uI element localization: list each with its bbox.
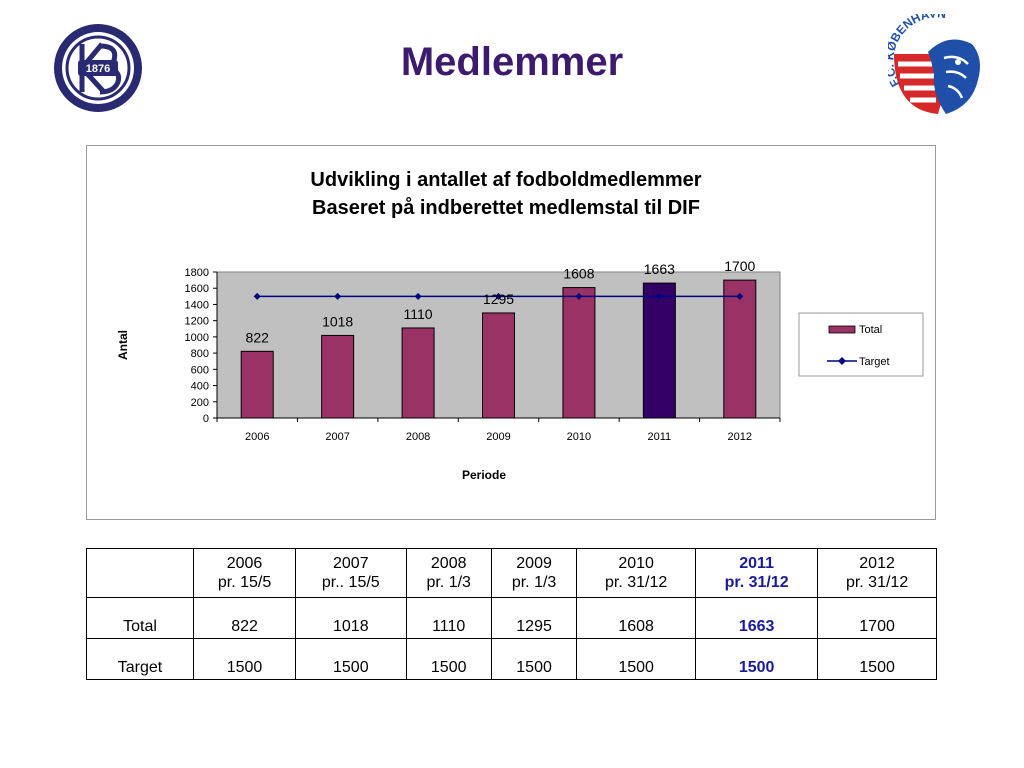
target-marker	[655, 292, 663, 300]
fck-club-logo: F.C. KØBENHAVN	[888, 14, 980, 114]
table-corner-cell	[86, 548, 194, 598]
chart-title: Udvikling i antallet af fodboldmedlemmer	[310, 169, 701, 191]
page-title: Medlemmer	[400, 40, 624, 84]
bar-value-label: 1700	[724, 258, 755, 274]
header-date: pr. 31/12	[724, 574, 789, 591]
table-row: Target 1500 1500 1500 1500 1500 1500 1500	[86, 638, 937, 680]
table-cell: 1663	[695, 597, 819, 639]
y-tick-label: 400	[191, 381, 209, 393]
logo-left-year: 1876	[86, 63, 110, 75]
membership-chart: Udvikling i antallet af fodboldmedlemmer…	[116, 169, 924, 482]
x-tick-label: 2011	[648, 431, 672, 443]
membership-table: 2006 pr. 15/5 2007 pr.. 15/5 2008 pr. 1/3 2009…	[86, 548, 937, 680]
table-cell: 1500	[490, 638, 578, 680]
kb-club-logo: 1876	[54, 24, 142, 112]
row-label: Target	[86, 638, 194, 680]
bar-value-label: 1295	[483, 291, 514, 307]
table-header-cell: 2006 pr. 15/5	[192, 548, 297, 598]
table-cell: 1500	[192, 638, 297, 680]
table-header-cell: 2009 pr. 1/3	[490, 548, 578, 598]
header-year: 2010	[618, 555, 654, 572]
table-cell: 1608	[576, 597, 697, 639]
x-tick-label: 2009	[486, 431, 510, 443]
y-tick-label: 800	[191, 348, 209, 360]
bar-2006	[240, 350, 274, 419]
table-row: Total 822 1018 1110 1295 1608 1663 1700	[86, 597, 937, 639]
x-tick-label: 2012	[728, 431, 752, 443]
x-tick-label: 2008	[406, 431, 430, 443]
y-tick-label: 0	[203, 413, 209, 425]
header-date: pr. 1/3	[511, 574, 557, 591]
table-header-cell: 2010 pr. 31/12	[576, 548, 697, 598]
x-axis-label: Periode	[462, 468, 506, 482]
table-cell: 1110	[405, 597, 492, 639]
table-header-cell: 2012 pr. 31/12	[817, 548, 937, 598]
target-marker	[414, 292, 422, 300]
target-marker	[334, 292, 342, 300]
legend-total-label: Total	[859, 324, 882, 336]
bar-2008	[401, 327, 435, 419]
header-year: 2008	[430, 555, 467, 572]
bar-value-label: 1608	[563, 266, 594, 282]
legend-total-swatch	[828, 325, 856, 334]
table-header-cell: 2007 pr.. 15/5	[295, 548, 407, 598]
header-year: 2009	[516, 555, 552, 572]
table-cell: 1500	[576, 638, 697, 680]
header-date: pr. 31/12	[845, 574, 909, 591]
table-cell: 1295	[490, 597, 578, 639]
bar-2007	[321, 334, 355, 419]
header-year: 2012	[859, 555, 895, 572]
y-tick-label: 1600	[185, 283, 209, 295]
table-header-cell: 2008 pr. 1/3	[405, 548, 492, 598]
y-tick-label: 1800	[185, 267, 209, 279]
table-cell: 1500	[405, 638, 492, 680]
target-marker	[253, 292, 261, 300]
legend-target-marker	[838, 357, 846, 365]
bar-2009	[482, 312, 515, 419]
y-axis-label: Antal	[116, 330, 130, 360]
table-cell: 1500	[817, 638, 937, 680]
header-date: pr. 31/12	[605, 574, 668, 591]
y-tick-label: 200	[191, 397, 209, 409]
table-cell: 1500	[695, 638, 819, 680]
header-year: 2011	[739, 555, 774, 572]
legend-box	[798, 312, 924, 377]
bar-2011	[642, 282, 676, 419]
header-year: 2007	[333, 555, 369, 572]
x-tick-label: 2007	[325, 431, 349, 443]
header-date: pr.. 15/5	[321, 574, 380, 591]
chart-legend: Total Target	[798, 312, 924, 377]
bar-value-label: 1110	[404, 306, 433, 322]
x-tick-label: 2010	[567, 431, 591, 443]
chart-subtitle: Baseret på indberettet medlemstal til DI…	[312, 196, 700, 219]
y-tick-label: 600	[191, 364, 209, 376]
target-marker	[575, 292, 583, 300]
table-header-cell: 2011 pr. 31/12	[695, 548, 819, 598]
y-tick-label: 1400	[185, 299, 209, 311]
y-tick-label: 1200	[185, 316, 209, 328]
row-label: Total	[86, 597, 194, 639]
header-date: pr. 1/3	[426, 574, 471, 591]
header-date: pr. 15/5	[217, 574, 272, 591]
y-tick-label: 1000	[185, 332, 209, 344]
x-tick-label: 2006	[245, 431, 269, 443]
target-marker	[495, 292, 502, 300]
bar-value-label: 1018	[322, 313, 353, 329]
bar-2010	[562, 287, 596, 419]
bar-2012	[723, 279, 757, 419]
chart-frame: Udvikling i antallet af fodboldmedlemmer…	[86, 145, 936, 520]
legend-target-label: Target	[859, 356, 890, 368]
bar-value-label: 822	[246, 329, 270, 345]
table-cell: 1500	[295, 638, 407, 680]
table-cell: 1018	[295, 597, 407, 639]
target-marker	[736, 292, 744, 300]
header-year: 2006	[226, 555, 263, 572]
table-cell: 822	[192, 597, 297, 639]
table-cell: 1700	[817, 597, 937, 639]
bar-value-label: 1663	[644, 261, 675, 277]
